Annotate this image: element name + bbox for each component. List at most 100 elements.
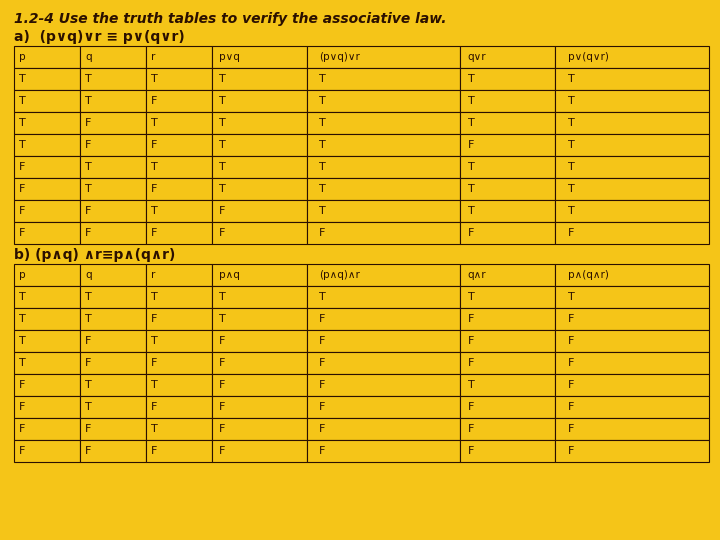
Bar [555,440,709,462]
Bar [80,374,145,396]
Bar [80,330,145,352]
Bar [212,90,307,112]
Text: T: T [151,336,158,346]
Text: T: T [85,314,92,324]
Bar [212,396,307,418]
Text: F: F [85,118,91,128]
Text: F: F [219,228,225,238]
Text: T: T [468,96,474,106]
Bar [80,68,145,90]
Bar [145,46,212,68]
Text: T: T [219,314,226,324]
Text: T: T [567,162,575,172]
Text: T: T [19,140,26,150]
Text: F: F [19,380,26,390]
Text: p∨(q∨r): p∨(q∨r) [567,52,608,62]
Bar [555,418,709,440]
Text: F: F [151,140,158,150]
Bar [80,90,145,112]
Text: F: F [151,96,158,106]
Bar [555,286,709,308]
Text: F: F [567,380,574,390]
Text: T: T [468,162,474,172]
Bar [307,178,460,200]
Text: T: T [567,118,575,128]
Text: F: F [151,228,158,238]
Bar [212,134,307,156]
Text: T: T [319,162,325,172]
Bar [212,112,307,134]
Bar [460,308,555,330]
Bar [307,46,460,68]
Text: F: F [468,424,474,434]
Text: T: T [567,140,575,150]
Bar [460,330,555,352]
Bar [145,374,212,396]
Bar [14,352,80,374]
Bar [460,46,555,68]
Bar [14,178,80,200]
Text: F: F [319,314,325,324]
Text: F: F [319,228,325,238]
Text: F: F [319,358,325,368]
Bar [307,352,460,374]
Text: F: F [151,184,158,194]
Bar [460,156,555,178]
Text: F: F [219,336,225,346]
Bar [555,90,709,112]
Bar [307,396,460,418]
Text: F: F [19,206,26,216]
Bar [555,156,709,178]
Text: T: T [567,292,575,302]
Bar [145,264,212,286]
Text: F: F [85,140,91,150]
Bar [14,200,80,222]
Text: 1.2-4 Use the truth tables to verify the associative law.: 1.2-4 Use the truth tables to verify the… [14,12,446,26]
Bar [14,286,80,308]
Text: p∧(q∧r): p∧(q∧r) [567,270,608,280]
Bar [145,286,212,308]
Text: T: T [85,184,92,194]
Text: T: T [319,184,325,194]
Text: F: F [219,446,225,456]
Text: T: T [468,184,474,194]
Text: F: F [219,206,225,216]
Text: F: F [468,402,474,412]
Bar [14,264,80,286]
Bar [460,418,555,440]
Bar [212,352,307,374]
Text: T: T [219,162,226,172]
Text: F: F [319,336,325,346]
Bar [212,286,307,308]
Text: F: F [85,336,91,346]
Bar [555,330,709,352]
Text: F: F [151,402,158,412]
Text: F: F [85,206,91,216]
Bar [212,440,307,462]
Text: F: F [567,424,574,434]
Text: T: T [319,118,325,128]
Bar [212,68,307,90]
Bar [145,440,212,462]
Text: F: F [219,402,225,412]
Text: F: F [319,424,325,434]
Bar [80,156,145,178]
Bar [145,418,212,440]
Text: q∨r: q∨r [468,52,487,62]
Bar [460,396,555,418]
Text: T: T [468,118,474,128]
Bar [145,68,212,90]
Text: p∧q: p∧q [219,270,240,280]
Bar [212,308,307,330]
Text: T: T [219,74,226,84]
Bar [307,308,460,330]
Text: T: T [219,118,226,128]
Bar [460,178,555,200]
Bar [14,90,80,112]
Bar [14,134,80,156]
Text: T: T [319,74,325,84]
Text: F: F [468,446,474,456]
Text: F: F [567,336,574,346]
Text: T: T [151,162,158,172]
Text: q∧r: q∧r [468,270,487,280]
